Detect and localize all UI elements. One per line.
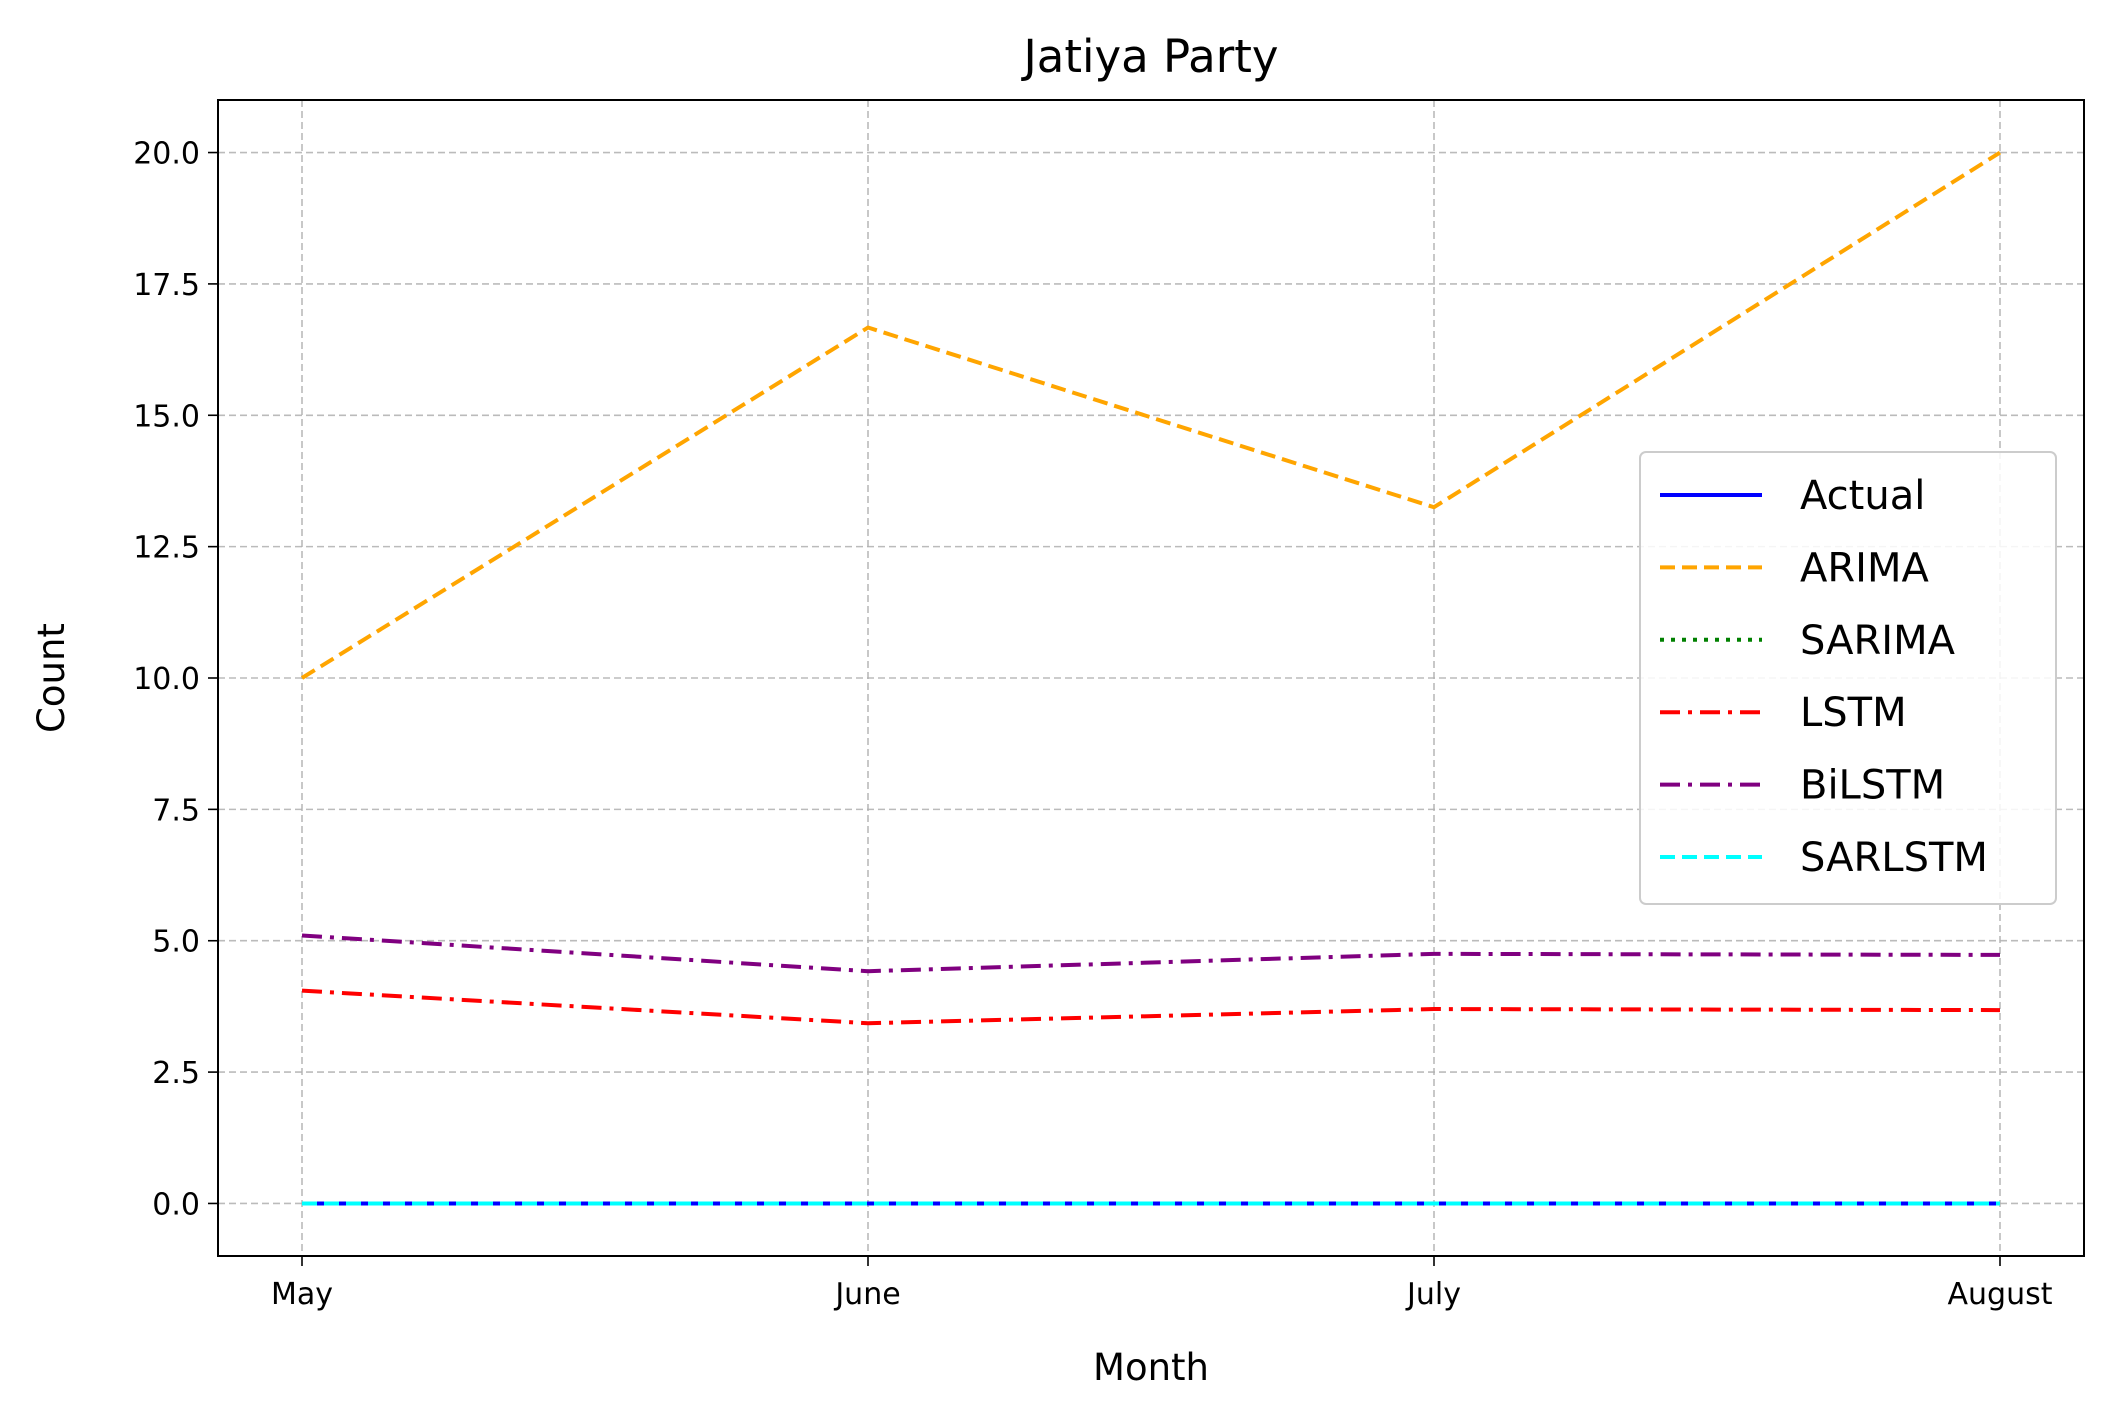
x-tick-label: July — [1405, 1277, 1461, 1312]
legend-box — [1639, 451, 2057, 905]
legend-label-actual: Actual — [1800, 473, 1925, 519]
x-tick-label: May — [271, 1277, 333, 1312]
legend-label-arima: ARIMA — [1800, 545, 1929, 591]
series-line-lstm — [301, 988, 2001, 1026]
y-tick-label: 20.0 — [133, 137, 200, 172]
axis-ticks: May June July August 0.0 2.5 5.0 7.5 10.0 12.5 15.… — [133, 137, 2053, 1312]
y-tick-label: 5.0 — [152, 925, 200, 960]
x-axis-label: Month — [1093, 1346, 1209, 1389]
series-lines — [300, 150, 2002, 1206]
series-line-arima — [300, 150, 2002, 680]
y-tick-label: 12.5 — [133, 531, 200, 566]
y-tick-label: 15.0 — [133, 399, 200, 434]
y-tick-label: 10.0 — [133, 662, 200, 697]
legend-label-sarlstm: SARLSTM — [1800, 835, 1988, 881]
legend: Actual ARIMA SARIMA LSTM BiLSTM SARLSTM — [1639, 451, 2057, 905]
y-tick-label: 17.5 — [133, 268, 200, 303]
legend-label-sarima: SARIMA — [1800, 618, 1956, 664]
y-tick-label: 7.5 — [152, 793, 200, 828]
y-tick-label: 2.5 — [152, 1056, 200, 1091]
legend-label-bilstm: BiLSTM — [1800, 763, 1945, 809]
x-tick-label: June — [833, 1277, 900, 1312]
legend-label-lstm: LSTM — [1800, 690, 1907, 736]
y-tick-label: 0.0 — [152, 1187, 200, 1222]
series-line-bilstm — [301, 933, 2001, 974]
chart-title: Jatiya Party — [1021, 30, 1279, 83]
y-axis-label: Count — [30, 623, 73, 733]
x-tick-label: August — [1948, 1277, 2053, 1312]
